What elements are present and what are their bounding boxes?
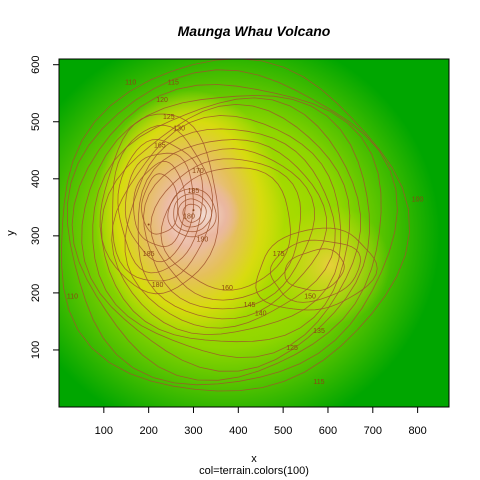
x-tick-label: 700 [364,425,382,437]
contour-labels: 110 115 120 125 130 165 170 185 180 190 185 180 160 1… [67,80,424,387]
contour-line [137,139,327,320]
y-tick-label: 400 [30,170,42,188]
contour-line [141,173,179,235]
contour-line [182,203,202,223]
y-tick-label: 100 [30,341,42,359]
contour-label: 180 [152,282,164,289]
contour-label: 145 [244,302,256,309]
y-tick-label: 200 [30,284,42,302]
contour-line [173,193,213,233]
peak-marker-cone [192,209,195,212]
y-tick-label: 600 [30,56,42,74]
contour-lines [61,59,410,392]
contour-label: 115 [168,80,179,87]
y-axis: 100 200 300 400 500 600 [30,56,59,359]
peak-marker-main [147,223,150,226]
contour-label: 125 [163,114,175,121]
contour-label: 175 [273,251,285,258]
contour-label: 100 [412,197,424,204]
contour-line [143,148,315,310]
x-axis: 100 200 300 400 500 600 700 800 [95,407,427,437]
contour-line [284,248,345,292]
contour-label: 125 [286,345,298,352]
contour-line [112,124,214,282]
x-tick-label: 600 [319,425,337,437]
contour-label: 165 [154,142,166,149]
contour-label: 185 [143,251,155,258]
contour-line [92,97,361,358]
y-axis-label: y [5,230,17,236]
contour-label: 190 [197,237,209,244]
chart-title: Maunga Whau Volcano [178,23,331,39]
contour-line [61,59,410,392]
contour-line [150,158,302,301]
contour-line [101,103,351,343]
contour-line [117,139,204,274]
contour-label: 170 [192,168,204,175]
contour-line [177,198,207,228]
contour-label: 135 [313,328,325,335]
contour-line [111,115,342,336]
contour-line [160,167,291,291]
x-tick-label: 100 [95,425,113,437]
plot-area: 110 115 120 125 130 165 170 185 180 190 185 180 160 1… [59,59,449,407]
contour-label: 185 [188,188,200,195]
y-tick-label: 300 [30,227,42,245]
contour-label: 110 [125,80,136,87]
contour-line [81,95,371,372]
contour-label: 140 [255,311,267,318]
contour-line [124,128,336,329]
x-axis-label: x [251,453,257,465]
contour-line [71,84,382,381]
contour-label: 115 [313,379,324,386]
contour-line [269,239,361,303]
y-tick-label: 500 [30,113,42,131]
contour-line [99,113,219,295]
plot-frame [58,58,450,408]
x-tick-label: 500 [274,425,292,437]
x-tick-label: 400 [229,425,247,437]
contour-label: 160 [221,285,233,292]
contour-line [133,160,187,248]
contour-line [167,188,217,238]
contour-line [255,227,378,311]
contour-line [124,152,194,263]
contour-label: 180 [183,214,195,221]
contour-label: 110 [67,294,78,301]
contour-line [66,69,398,386]
contour-label: 120 [156,97,168,104]
contour-label: 150 [304,294,316,301]
x-tick-label: 300 [184,425,202,437]
x-axis-sublabel: col=terrain.colors(100) [199,465,309,477]
x-tick-label: 800 [408,425,426,437]
contour-label: 130 [173,125,185,132]
x-tick-label: 200 [139,425,157,437]
